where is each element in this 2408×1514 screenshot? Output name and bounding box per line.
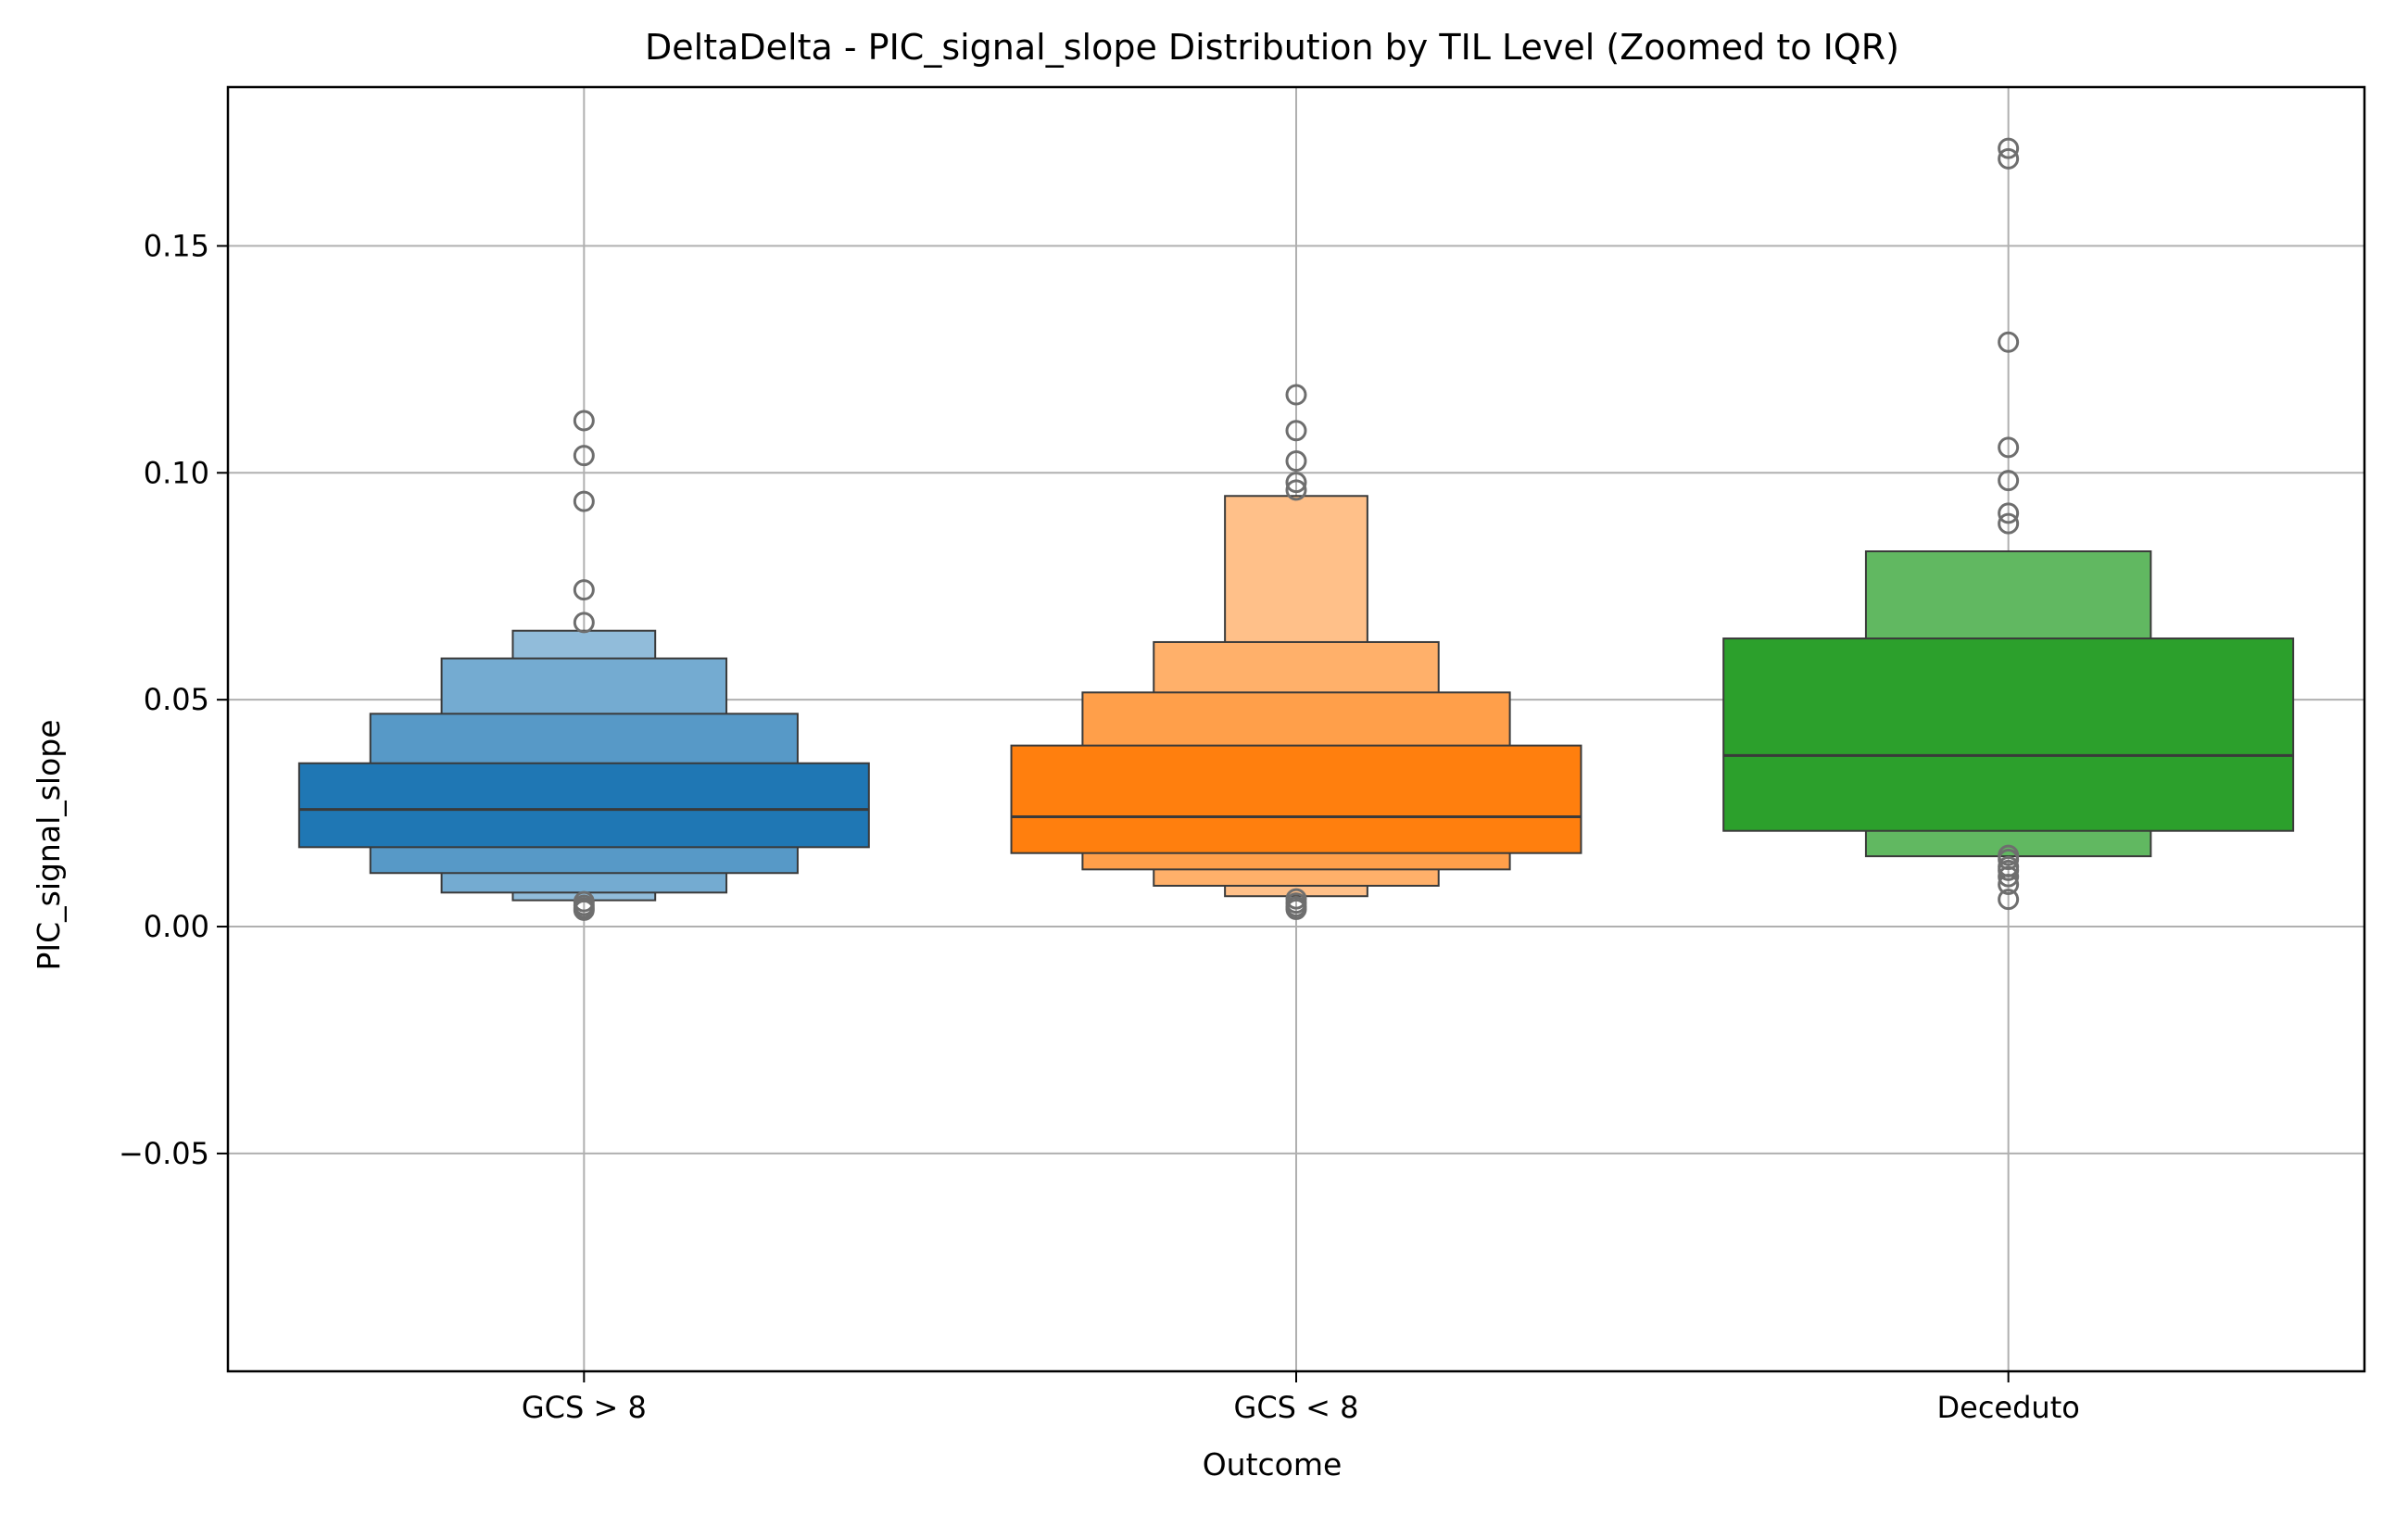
- outlier-point: [1285, 450, 1307, 473]
- outlier-point: [1285, 384, 1307, 406]
- outlier-point: [573, 410, 595, 432]
- chart-title: DeltaDelta - PIC_signal_slope Distributi…: [645, 27, 1899, 68]
- x-tick-label: GCS > 8: [522, 1390, 647, 1425]
- x-tick-label: GCS < 8: [1234, 1390, 1359, 1425]
- y-tick-label: 0.05: [144, 682, 209, 717]
- x-tick-label: Deceduto: [1937, 1390, 2080, 1425]
- outlier-point: [1998, 137, 2020, 159]
- y-tick-label: 0.00: [144, 909, 209, 944]
- outlier-point: [573, 579, 595, 601]
- outlier-point: [1285, 420, 1307, 442]
- outlier-point: [1998, 331, 2020, 353]
- y-tick-label: 0.10: [144, 455, 209, 490]
- outlier-point: [1998, 512, 2020, 535]
- outlier-point: [573, 612, 595, 634]
- outlier-point: [1998, 436, 2020, 459]
- outlier-point: [1998, 502, 2020, 524]
- outlier-point: [573, 899, 595, 921]
- x-axis-label: Outcome: [1203, 1446, 1343, 1482]
- y-tick-label: −0.05: [119, 1136, 209, 1171]
- outlier-point: [1285, 472, 1307, 494]
- boxen-box: [1010, 744, 1582, 854]
- outlier-point: [1998, 147, 2020, 170]
- outlier-point: [1998, 859, 2020, 881]
- boxen-box: [1722, 637, 2295, 832]
- outlier-point: [1998, 865, 2020, 888]
- outlier-point: [573, 445, 595, 467]
- y-tick-label: 0.15: [144, 228, 209, 263]
- boxes-layer: [297, 137, 2295, 921]
- boxen-box: [297, 762, 870, 849]
- outlier-point: [1285, 479, 1307, 501]
- plot-frame: [226, 85, 2366, 1373]
- outlier-point: [1998, 470, 2020, 492]
- y-axis-label: PIC_signal_slope: [31, 719, 67, 970]
- outlier-point: [1998, 873, 2020, 895]
- outlier-point: [573, 490, 595, 512]
- outlier-point: [1285, 898, 1307, 920]
- axes-layer: −0.05 0.00 0.05 0.10 0.15 GCS > 8 GCS < 8 Deced…: [119, 85, 2366, 1425]
- outlier-point: [1998, 889, 2020, 911]
